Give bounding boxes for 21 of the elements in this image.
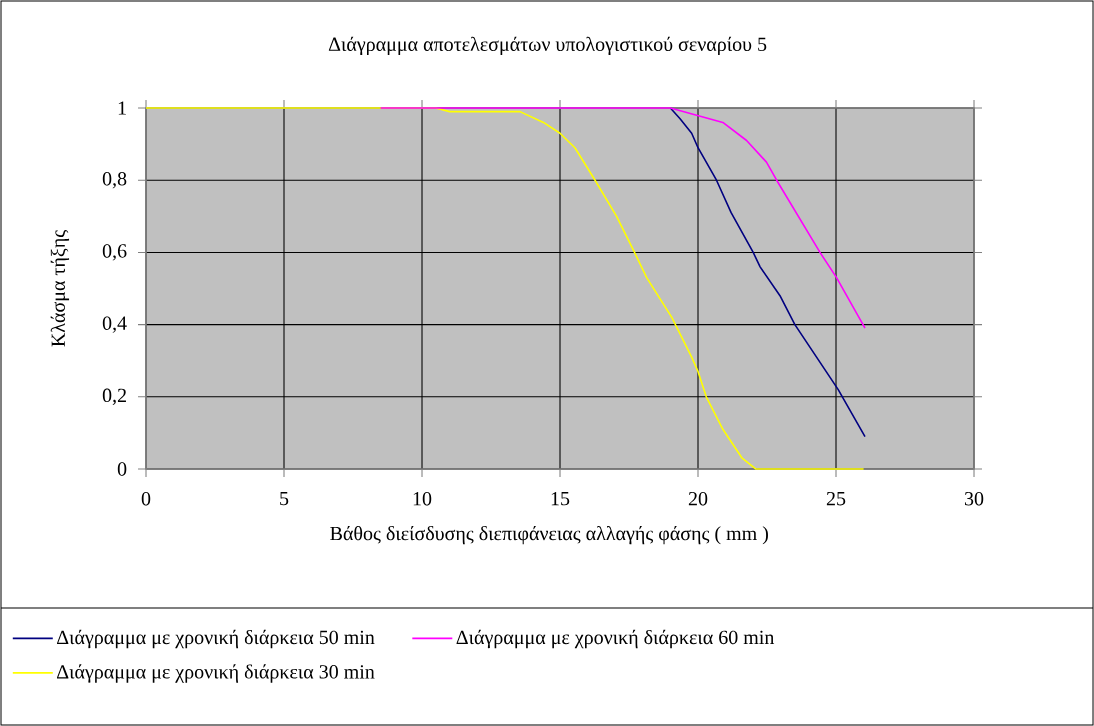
x-axis-title: Βάθος διείσδυσης διεπιφάνειας αλλαγής φάσης ( mm ) (330, 525, 768, 545)
y-tick-label: 0,4 (102, 316, 127, 333)
x-tick-label: 30 (964, 491, 984, 506)
y-tick-label: 0 (117, 462, 127, 476)
x-tick-label: 25 (826, 491, 846, 506)
legend-label: Διάγραμμα με χρονική διάρκεια 30 min (57, 664, 375, 683)
y-tick-label: 0,6 (102, 244, 127, 261)
y-tick-label: 0,2 (102, 388, 126, 405)
line-series (379, 107, 866, 330)
x-tick-label: 20 (688, 491, 708, 506)
x-tick-label: 0 (141, 491, 151, 506)
y-tick-label: 1 (118, 101, 126, 115)
line-series (669, 107, 866, 438)
x-tick-label: 5 (280, 491, 289, 506)
legend-label: Διάγραμμα με χρονική διάρκεια 50 min (57, 629, 375, 649)
legend-label: Διάγραμμα με χρονική διάρκεια 60 min (456, 629, 775, 649)
y-tick-label: 0,8 (102, 172, 127, 189)
x-tick-label: 15 (551, 491, 570, 506)
x-tick-label: 10 (413, 491, 432, 506)
chart-title: Διάγραμμα αποτελεσμάτων υπολογιστικού σεναρίου 5 (328, 36, 767, 56)
y-axis-title: Κλάσμα τήξης (50, 230, 70, 347)
